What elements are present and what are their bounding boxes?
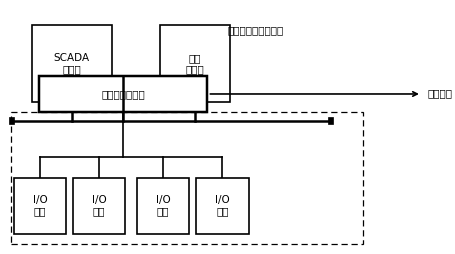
Bar — [196, 178, 248, 234]
Text: I/O
单元: I/O 单元 — [155, 195, 170, 217]
Bar — [9, 117, 14, 124]
Text: SCADA
工作站: SCADA 工作站 — [54, 53, 90, 74]
Text: 值长
工作站: 值长 工作站 — [185, 53, 204, 74]
Bar — [328, 117, 332, 124]
Bar — [159, 25, 230, 102]
Bar — [39, 76, 207, 112]
Bar — [73, 178, 125, 234]
Text: I/O
单元: I/O 单元 — [32, 195, 47, 217]
Text: 数据采集主单元: 数据采集主单元 — [101, 89, 145, 99]
Bar — [136, 178, 189, 234]
Text: I/O
单元: I/O 单元 — [214, 195, 229, 217]
Bar — [11, 112, 362, 244]
Bar — [32, 25, 111, 102]
Bar — [14, 178, 66, 234]
Text: 大容量数据采集装置: 大容量数据采集装置 — [227, 25, 283, 36]
Text: 调度中心: 调度中心 — [427, 88, 451, 98]
Text: I/O
单元: I/O 单元 — [91, 195, 106, 217]
